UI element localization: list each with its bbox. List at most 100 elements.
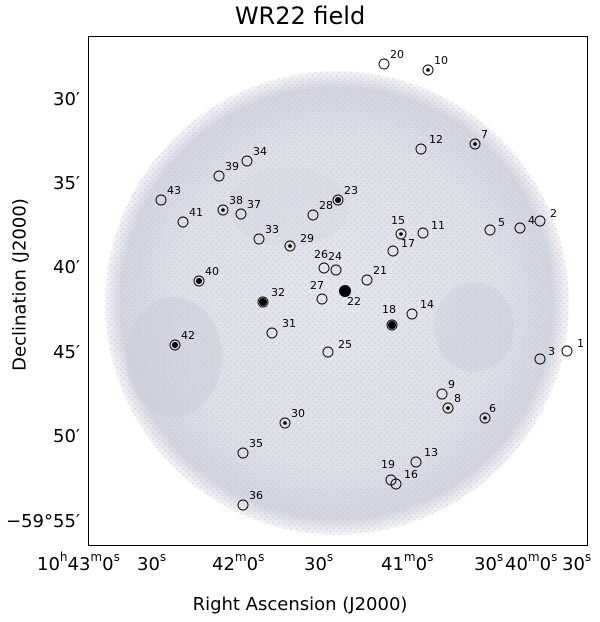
source-label: 43: [167, 184, 181, 197]
source-circle: [235, 208, 247, 220]
source-circle: [169, 339, 181, 351]
source-dot: [288, 244, 292, 248]
source-label: 35: [249, 437, 263, 450]
source-circle: [330, 264, 342, 276]
source-30: 30: [279, 407, 305, 429]
source-label: 5: [498, 216, 505, 229]
source-circle: [415, 143, 427, 155]
source-circle: [318, 262, 330, 274]
source-10: 10: [422, 54, 448, 76]
source-label: 10: [434, 54, 448, 67]
source-circle: [442, 402, 454, 414]
source-39: 39: [213, 160, 239, 182]
source-label: 6: [489, 402, 496, 415]
source-19: 19: [381, 458, 397, 486]
source-circle: [332, 194, 344, 206]
source-dot: [172, 342, 178, 348]
source-27: 27: [310, 279, 328, 305]
y-tick-label: 30′: [53, 89, 80, 110]
source-14: 14: [406, 298, 434, 320]
source-circle: [561, 345, 573, 357]
source-17: 17: [387, 237, 415, 257]
source-label: 19: [381, 458, 395, 471]
source-24: 24: [328, 250, 342, 276]
source-circle: [469, 138, 481, 150]
source-circle: [284, 240, 296, 252]
source-dot: [473, 142, 477, 146]
source-circle: [422, 64, 434, 76]
source-label: 27: [310, 279, 324, 292]
source-41: 41: [177, 206, 203, 228]
source-4: 4: [514, 214, 535, 234]
source-25: 25: [322, 338, 352, 358]
source-circle: [361, 274, 373, 286]
diffuse-emission: [434, 282, 514, 372]
source-label: 42: [181, 329, 195, 342]
source-5: 5: [484, 216, 505, 236]
source-label: 20: [390, 48, 404, 61]
source-circle: [307, 209, 319, 221]
source-31: 31: [266, 317, 296, 339]
x-tick-label: 42m0s: [212, 550, 265, 575]
source-circle: [436, 388, 448, 400]
source-label: 9: [448, 378, 455, 391]
source-23: 23: [332, 184, 358, 206]
source-33: 33: [253, 223, 279, 245]
source-label: 32: [271, 286, 285, 299]
source-label: 18: [382, 303, 396, 316]
source-label: 36: [249, 489, 263, 502]
source-13: 13: [410, 446, 438, 468]
source-circle: [193, 275, 205, 287]
source-2: 2: [534, 207, 557, 227]
source-circle: [410, 456, 422, 468]
source-label: 3: [548, 345, 555, 358]
source-label: 23: [344, 184, 358, 197]
source-circle: [534, 215, 546, 227]
source-label: 8: [454, 392, 461, 405]
source-label: 17: [401, 237, 415, 250]
source-circle: [213, 170, 225, 182]
source-circle: [534, 353, 546, 365]
source-circle: [406, 308, 418, 320]
diffuse-emission: [229, 167, 349, 247]
source-15: 15: [391, 214, 407, 240]
source-dot: [339, 285, 351, 297]
source-label: 22: [347, 295, 361, 308]
source-label: 41: [189, 206, 203, 219]
source-dot: [259, 298, 267, 306]
source-label: 40: [205, 265, 219, 278]
source-43: 43: [155, 184, 181, 206]
source-dot: [483, 416, 487, 420]
source-9: 9: [436, 378, 455, 400]
source-37: 37: [235, 198, 261, 220]
source-circle: [395, 228, 407, 240]
source-dot: [388, 321, 396, 329]
source-12: 12: [415, 133, 443, 155]
source-dot: [399, 232, 403, 236]
source-label: 38: [229, 194, 243, 207]
source-3: 3: [534, 345, 555, 365]
source-label: 30: [291, 407, 305, 420]
source-circle: [417, 227, 429, 239]
source-label: 34: [253, 145, 267, 158]
source-circle: [177, 216, 189, 228]
figure-title: WR22 field: [234, 2, 366, 30]
source-label: 12: [429, 133, 443, 146]
source-label: 25: [338, 338, 352, 351]
diffuse-emission: [126, 297, 222, 417]
source-circle: [386, 319, 398, 331]
source-dot: [221, 208, 225, 212]
source-11: 11: [417, 219, 445, 239]
source-29: 29: [284, 232, 314, 252]
y-axis-label: Declination (J2000): [9, 198, 31, 371]
x-tick-label: 30s: [474, 550, 504, 575]
source-circle: [279, 417, 291, 429]
xray-image: 1234567891011121314151617181920212223242…: [105, 48, 584, 535]
source-21: 21: [361, 264, 387, 286]
source-label: 21: [373, 264, 387, 277]
y-tick-label: 40′: [53, 257, 80, 278]
source-circle: [385, 474, 397, 486]
source-circle: [322, 346, 334, 358]
source-6: 6: [479, 402, 496, 424]
source-circle: [479, 412, 491, 424]
